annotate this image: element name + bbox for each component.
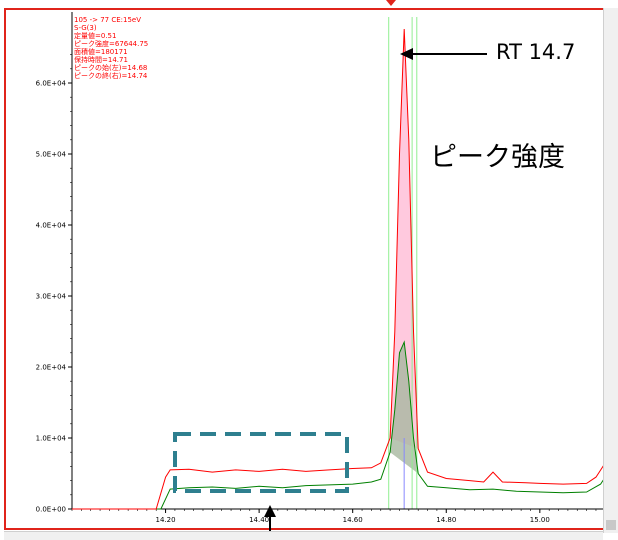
- y-tick-label: 6.0E+04: [36, 80, 67, 88]
- info-transition: 105 -> 77 CE:15eV: [74, 16, 142, 24]
- top-red-marker: [386, 0, 396, 6]
- chart-frame: [4, 8, 610, 530]
- info-smoothing: S-G(3): [74, 24, 97, 32]
- dashed-highlight-box: [173, 432, 349, 493]
- vertical-scrollbar[interactable]: [603, 8, 618, 533]
- info-peak-start: ピークの始(左)=14.68: [74, 64, 148, 72]
- scroll-corner-grip[interactable]: [606, 520, 616, 530]
- y-tick-label: 1.0E+04: [36, 435, 67, 443]
- series-line-red: [72, 28, 611, 510]
- x-tick-label: 14.80: [436, 516, 456, 524]
- x-tick-label: 14.60: [343, 516, 363, 524]
- y-tick-label: 3.0E+04: [36, 293, 67, 301]
- info-area: 面積値=180171: [74, 48, 128, 56]
- intensity-annotation-label: ピーク強度: [430, 142, 565, 173]
- green-peak-area: [390, 342, 419, 474]
- horizontal-scrollbar[interactable]: [4, 531, 603, 540]
- series-line-green: [72, 340, 611, 510]
- x-tick-label: 14.20: [156, 516, 176, 524]
- y-tick-label: 2.0E+04: [36, 364, 67, 372]
- rt-annotation-label: RT 14.7: [496, 40, 576, 64]
- y-tick-label: 4.0E+04: [36, 222, 67, 230]
- info-quant-value: 定量値=0.51: [74, 32, 117, 40]
- baseline-arrow-head: [264, 505, 276, 517]
- info-peak-intensity: ピーク強度=67644.75: [74, 40, 149, 48]
- info-retention-time: 保持時間=14.71: [74, 56, 128, 64]
- info-peak-end: ピークの終(右)=14.74: [74, 72, 148, 80]
- y-tick-label: 5.0E+04: [36, 151, 67, 159]
- x-tick-label: 14.40: [249, 516, 269, 524]
- rt-arrow-head: [400, 48, 413, 60]
- y-tick-label: 0.0E+00: [36, 506, 66, 514]
- red-peak-area: [390, 29, 419, 449]
- x-tick-label: 15.00: [530, 516, 550, 524]
